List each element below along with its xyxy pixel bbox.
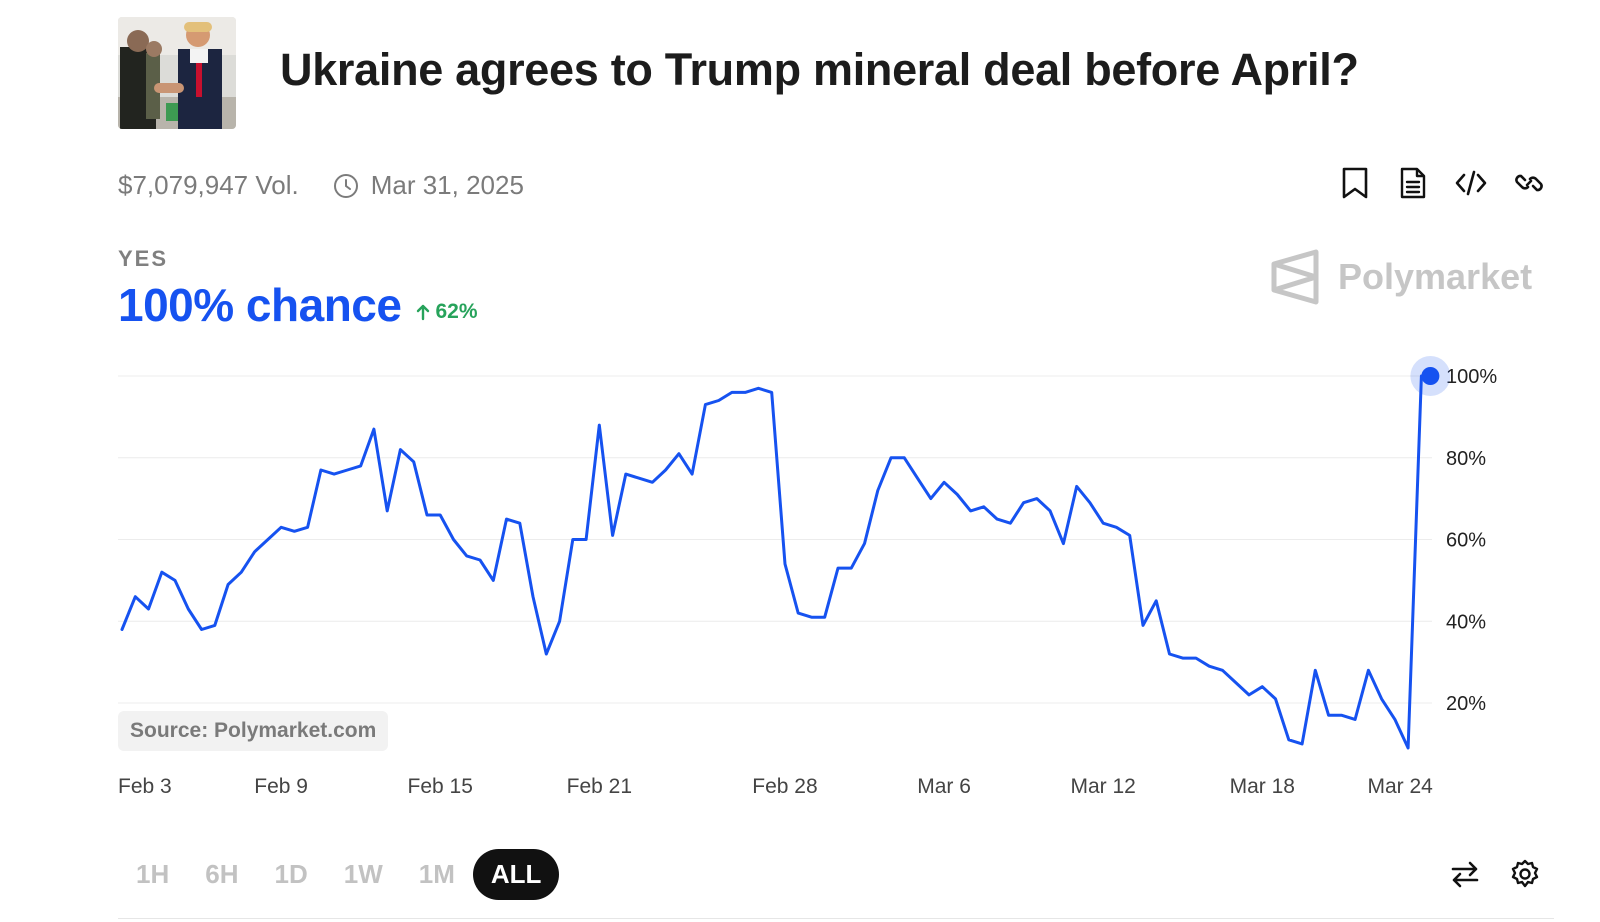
outcome-label: YES bbox=[118, 246, 169, 271]
x-tick-label: Feb 28 bbox=[752, 775, 817, 798]
range-1w[interactable]: 1W bbox=[343, 859, 383, 889]
x-tick-label: Feb 9 bbox=[254, 775, 308, 798]
bottom-divider bbox=[118, 918, 1554, 919]
time-range-selector: 1H 6H 1D 1W 1M ALL bbox=[118, 849, 560, 900]
chance-delta: 62% bbox=[415, 300, 478, 324]
y-tick-label: 80% bbox=[1446, 448, 1486, 470]
market-actions bbox=[1338, 166, 1546, 200]
x-tick-label: Feb 3 bbox=[118, 775, 172, 798]
range-all[interactable]: ALL bbox=[472, 849, 560, 900]
polymarket-logo: Polymarket bbox=[1270, 248, 1532, 306]
chance-row: 100% chance 62% bbox=[118, 278, 478, 332]
price-line bbox=[120, 374, 1423, 750]
market-thumbnail bbox=[118, 17, 236, 129]
x-tick-label: Mar 12 bbox=[1070, 775, 1135, 798]
clock-icon bbox=[333, 173, 359, 199]
bookmark-icon[interactable] bbox=[1338, 166, 1372, 200]
embed-code-icon[interactable] bbox=[1454, 166, 1488, 200]
range-1m[interactable]: 1M bbox=[418, 859, 455, 889]
polymarket-mark-icon bbox=[1271, 249, 1319, 305]
range-1d[interactable]: 1D bbox=[274, 859, 308, 889]
volume-text: $7,079,947 Vol. bbox=[118, 170, 299, 200]
y-tick-label: 60% bbox=[1446, 530, 1486, 552]
chance-value: 100% chance bbox=[118, 279, 402, 331]
link-icon[interactable] bbox=[1512, 166, 1546, 200]
range-1h[interactable]: 1H bbox=[136, 859, 170, 889]
swap-arrows-icon[interactable] bbox=[1448, 857, 1482, 891]
x-tick-label: Feb 15 bbox=[408, 775, 473, 798]
x-tick-label: Mar 24 bbox=[1367, 775, 1433, 798]
end-date-text: Mar 31, 2025 bbox=[370, 170, 524, 200]
market-title: Ukraine agrees to Trump mineral deal bef… bbox=[280, 44, 1359, 95]
brand-name: Polymarket bbox=[1338, 256, 1533, 297]
x-tick-label: Mar 6 bbox=[917, 775, 971, 798]
chart-controls bbox=[1448, 857, 1542, 891]
x-tick-label: Mar 18 bbox=[1230, 775, 1295, 798]
source-label: Source: Polymarket.com bbox=[118, 711, 389, 751]
y-tick-label: 40% bbox=[1446, 611, 1486, 633]
range-6h[interactable]: 6H bbox=[205, 859, 239, 889]
y-tick-label: 100% bbox=[1446, 366, 1497, 388]
market-meta: $7,079,947 Vol. Mar 31, 2025 bbox=[118, 170, 524, 201]
document-icon[interactable] bbox=[1396, 166, 1430, 200]
current-point bbox=[1421, 367, 1440, 385]
y-tick-label: 20% bbox=[1446, 693, 1486, 715]
arrow-up-icon bbox=[417, 304, 430, 321]
chance-delta-value: 62% bbox=[435, 300, 478, 323]
x-tick-label: Feb 21 bbox=[567, 775, 632, 798]
gear-icon[interactable] bbox=[1508, 857, 1542, 891]
